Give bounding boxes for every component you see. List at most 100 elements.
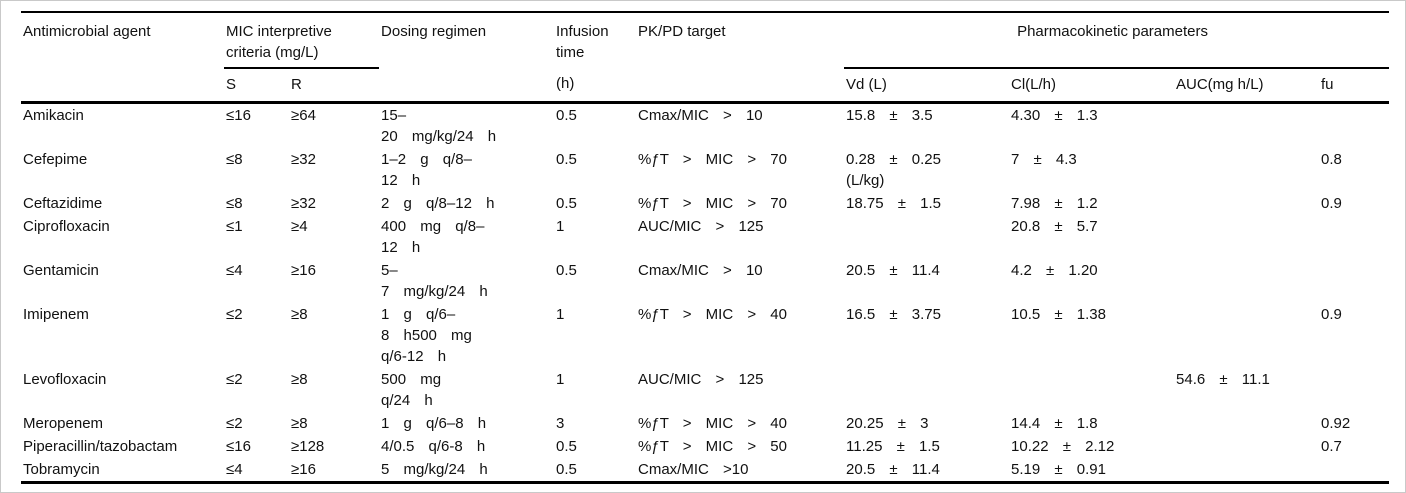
cl-cell: 4.2 ± 1.20 [1011, 262, 1098, 279]
mic-s-cell: ≤1 [226, 218, 243, 235]
col-header-vd: Vd (L) [846, 76, 887, 93]
dosing-cell: 2 g q/8–12 h [381, 195, 495, 212]
mic-r-cell: ≥16 [291, 262, 316, 279]
cl-cell: 14.4 ± 1.8 [1011, 415, 1098, 432]
mic-r-cell: ≥16 [291, 461, 316, 478]
vd-cell: 11.25 ± 1.5 [846, 438, 940, 455]
auc-cell [1174, 435, 1319, 458]
table-row-ciprofloxacin: Ciprofloxacin ≤1 ≥4 400 mg q/8– 12 h 1 A… [21, 215, 1389, 259]
table-row-imipenem: Imipenem ≤2 ≥8 1 g q/6– 8 h500 mg q/6-12… [21, 303, 1389, 368]
vd-cell: 20.5 ± 11.4 [846, 262, 940, 279]
auc-cell [1174, 259, 1319, 303]
mic-s-cell: ≤8 [226, 151, 243, 168]
col-header-dosing-regimen: Dosing regimen [381, 23, 487, 40]
cl-cell: 10.5 ± 1.38 [1011, 306, 1106, 323]
dosing-cell: 1 g q/6– 8 h500 mg q/6-12 h [381, 306, 472, 365]
mic-s-cell: ≤8 [226, 195, 243, 212]
dosing-cell: 5– 7 mg/kg/24 h [381, 262, 488, 300]
fu-cell: 0.7 [1321, 438, 1342, 455]
fu-cell [1319, 458, 1389, 483]
dosing-cell: 4/0.5 q/6-8 h [381, 438, 486, 455]
dosing-cell: 15– 20 mg/kg/24 h [381, 107, 497, 145]
header-row-groups: Antimicrobial agent MIC interpretive cri… [21, 12, 1390, 69]
dosing-cell: 1–2 g q/8– 12 h [381, 151, 472, 189]
auc-cell: 54.6 ± 11.1 [1176, 371, 1270, 388]
table-body: Amikacin ≤16 ≥64 15– 20 mg/kg/24 h 0.5 C… [21, 103, 1390, 483]
infusion-cell: 3 [556, 415, 565, 432]
col-header-infusion-unit: (h) [556, 75, 575, 92]
table-row-cefepime: Cefepime ≤8 ≥32 1–2 g q/8– 12 h 0.5 %ƒT … [21, 148, 1389, 192]
agent-cell: Imipenem [23, 306, 89, 323]
mic-r-cell: ≥8 [291, 306, 308, 323]
table-row-ceftazidime: Ceftazidime ≤8 ≥32 2 g q/8–12 h 0.5 %ƒT … [21, 192, 1389, 215]
col-header-agent: Antimicrobial agent [23, 23, 151, 40]
mic-r-cell: ≥32 [291, 151, 316, 168]
cl-cell: 7 ± 4.3 [1011, 151, 1077, 168]
col-header-cl: Cl(L/h) [1011, 76, 1057, 93]
auc-cell [1174, 192, 1319, 215]
dosing-cell: 400 mg q/8– 12 h [381, 218, 485, 256]
mic-s-cell: ≤16 [226, 107, 251, 124]
cl-cell: 4.30 ± 1.3 [1011, 107, 1098, 124]
fu-cell: 0.8 [1321, 151, 1342, 168]
cl-cell: 10.22 ± 2.12 [1011, 438, 1115, 455]
pkpd-target-cell: AUC/MIC > 125 [638, 218, 764, 235]
infusion-cell: 0.5 [556, 107, 577, 124]
fu-cell [1319, 259, 1389, 303]
col-header-mic-s: S [226, 76, 237, 93]
cl-cell: 5.19 ± 0.91 [1011, 461, 1106, 478]
auc-cell [1174, 458, 1319, 483]
mic-s-cell: ≤2 [226, 306, 243, 323]
mic-s-cell: ≤2 [226, 415, 243, 432]
col-header-auc: AUC(mg h/L) [1176, 76, 1264, 93]
agent-cell: Meropenem [23, 415, 104, 432]
table-row-piperacillin-tazobactam: Piperacillin/tazobactam ≤16 ≥128 4/0.5 q… [21, 435, 1389, 458]
agent-cell: Ciprofloxacin [23, 218, 110, 235]
cl-cell: 20.8 ± 5.7 [1011, 218, 1098, 235]
cl-cell: 7.98 ± 1.2 [1011, 195, 1098, 212]
pkpd-target-cell: Cmax/MIC > 10 [638, 262, 763, 279]
mic-r-cell: ≥4 [291, 218, 308, 235]
col-header-pkpd-target: PK/PD target [638, 23, 726, 40]
mic-r-cell: ≥8 [291, 371, 308, 388]
mic-s-cell: ≤4 [226, 262, 243, 279]
mic-s-cell: ≤2 [226, 371, 243, 388]
auc-cell [1174, 412, 1319, 435]
infusion-cell: 0.5 [556, 151, 577, 168]
header-row-subcolumns: S R (h) Vd (L) Cl(L/h) AUC(mg h/L) fu [21, 68, 1389, 103]
pkpd-target-cell: %ƒT > MIC > 50 [638, 438, 787, 455]
pkpd-target-cell: %ƒT > MIC > 70 [638, 195, 787, 212]
pkpd-target-cell: Cmax/MIC >10 [638, 461, 749, 478]
mic-r-cell: ≥64 [291, 107, 316, 124]
auc-cell [1174, 103, 1319, 149]
pkpd-target-cell: %ƒT > MIC > 40 [638, 306, 787, 323]
col-header-fu: fu [1321, 76, 1334, 93]
pkpd-target-cell: AUC/MIC > 125 [638, 371, 764, 388]
dosing-cell: 500 mg q/24 h [381, 371, 442, 409]
agent-cell: Piperacillin/tazobactam [23, 438, 178, 455]
table-row-tobramycin: Tobramycin ≤4 ≥16 5 mg/kg/24 h 0.5 Cmax/… [21, 458, 1389, 483]
auc-cell [1174, 215, 1319, 259]
vd-cell: 15.8 ± 3.5 [846, 107, 933, 124]
dosing-cell: 1 g q/6–8 h [381, 415, 487, 432]
infusion-cell: 0.5 [556, 195, 577, 212]
fu-cell: 0.9 [1321, 306, 1342, 323]
fu-cell [1319, 215, 1389, 259]
col-group-mic-criteria: MIC interpretive criteria (mg/L) [224, 12, 380, 69]
dosing-cell: 5 mg/kg/24 h [381, 461, 488, 478]
pkpd-target-cell: %ƒT > MIC > 40 [638, 415, 787, 432]
mic-r-cell: ≥128 [291, 438, 325, 455]
fu-cell [1319, 103, 1389, 149]
infusion-cell: 0.5 [556, 438, 577, 455]
col-header-mic-r: R [291, 76, 302, 93]
fu-cell: 0.92 [1321, 415, 1351, 432]
agent-cell: Tobramycin [23, 461, 100, 478]
vd-cell [844, 215, 1009, 259]
agent-cell: Amikacin [23, 107, 84, 124]
table-header: Antimicrobial agent MIC interpretive cri… [21, 12, 1390, 103]
mic-s-cell: ≤16 [226, 438, 251, 455]
agent-cell: Levofloxacin [23, 371, 107, 388]
infusion-cell: 0.5 [556, 262, 577, 279]
vd-cell: 20.5 ± 11.4 [846, 461, 940, 478]
